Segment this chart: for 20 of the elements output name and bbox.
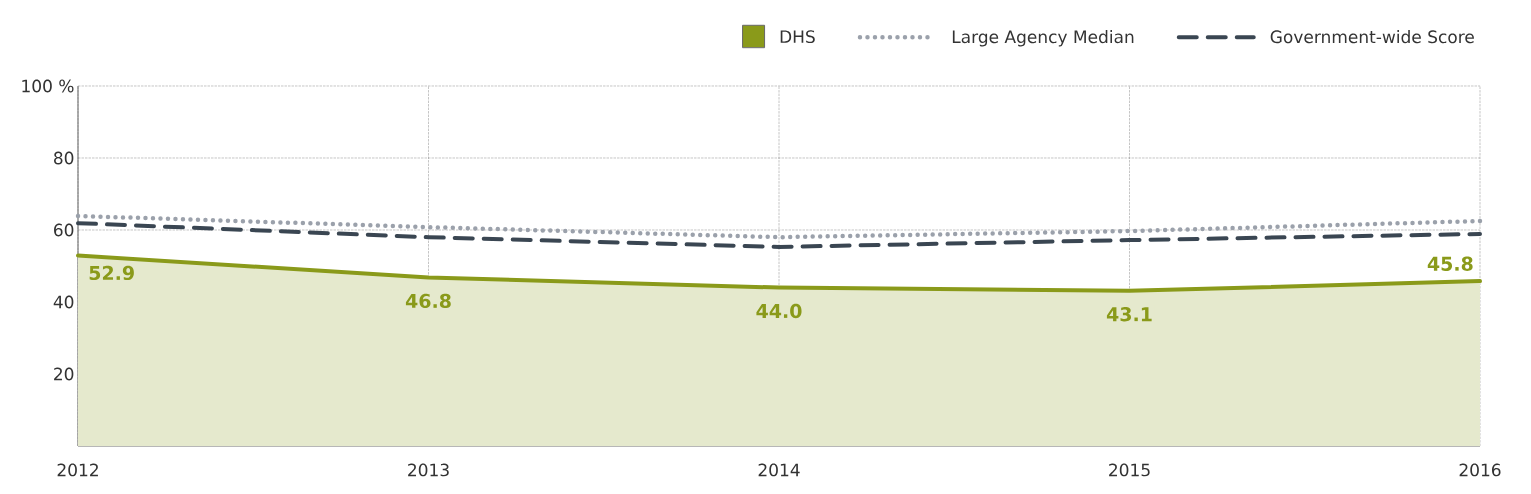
line-series — [76, 221, 1482, 249]
x-tick-label: 2015 — [1109, 463, 1150, 477]
data-label: 52.9 — [89, 265, 134, 281]
x-tick-label: 2013 — [408, 463, 449, 477]
x-tick-label: 2016 — [1459, 463, 1501, 477]
data-label: 44.0 — [756, 303, 802, 319]
x-tick-label: 2012 — [57, 463, 98, 477]
line-series — [75, 213, 1483, 240]
data-label: 46.8 — [405, 293, 451, 309]
y-tick-label: 40 — [53, 295, 74, 309]
y-tick-label: 80 — [54, 151, 74, 165]
y-tick-label: 60 — [54, 223, 74, 237]
y-tick-label: 20 — [54, 367, 74, 381]
legend-label: DHS — [780, 30, 815, 44]
y-tick-label: 100 % — [22, 79, 74, 93]
legend-label: Government-wide Score — [1270, 30, 1474, 44]
data-label: 45.8 — [1427, 256, 1473, 271]
legend-label: Large Agency Median — [952, 30, 1134, 47]
x-tick-label: 2014 — [758, 463, 800, 477]
data-label: 43.1 — [1106, 307, 1152, 322]
